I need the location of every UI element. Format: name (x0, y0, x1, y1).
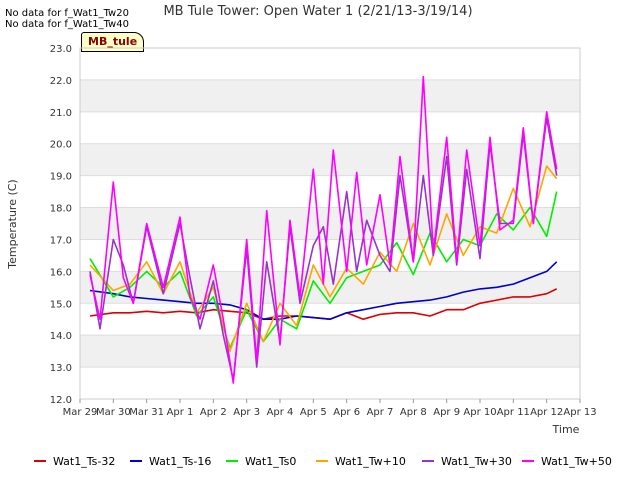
legend-label: Wat1_Ts-16 (149, 455, 211, 468)
site-badge: MB_tule (81, 32, 145, 52)
series-line-Wat1_Tw+30 (89, 117, 558, 381)
y-tick-label: 14.0 (50, 331, 72, 342)
x-tick-label: Apr 13 (563, 407, 596, 418)
y-tick-label: 20.0 (50, 140, 72, 151)
legend-label: Wat1_Tw+50 (541, 455, 612, 468)
legend-label: Wat1_Ts-32 (53, 455, 115, 468)
series-line-Wat1_Tw+50 (89, 75, 558, 384)
y-tick-label: 16.0 (50, 267, 72, 278)
series-line-Wat1_Tw+10 (89, 165, 558, 352)
grid-band (80, 335, 580, 368)
series-lines (89, 75, 558, 384)
legend-label: Wat1_Ts0 (245, 455, 296, 468)
series-line-Wat1_Ts0 (89, 191, 558, 349)
plot-area-border (79, 47, 581, 400)
x-axis-label: Time (552, 423, 580, 436)
y-tick-label: 12.0 (50, 395, 72, 406)
no-data-note-tw40: No data for f_Wat1_Tw40 (5, 19, 129, 30)
grid-lines (80, 47, 580, 400)
x-tick-label: Apr 12 (530, 407, 563, 418)
grid-bands (80, 79, 580, 368)
y-tick-label: 15.0 (50, 299, 72, 310)
x-tick-label: Apr 2 (200, 407, 227, 418)
chart-title: MB Tule Tower: Open Water 1 (2/21/13-3/1… (163, 4, 472, 19)
x-tick-label: Apr 5 (300, 407, 327, 418)
grid-band (80, 79, 580, 112)
x-tick-label: Apr 6 (333, 407, 360, 418)
x-tick-label: Mar 31 (129, 407, 164, 418)
no-data-note-tw20: No data for f_Wat1_Tw20 (5, 8, 129, 19)
x-tick-label: Mar 29 (63, 407, 98, 418)
series-line-Wat1_Ts-16 (89, 261, 558, 321)
y-tick-label: 17.0 (50, 235, 72, 246)
y-tick-label: 19.0 (50, 172, 72, 183)
x-tick-label: Apr 8 (400, 407, 427, 418)
legend-label: Wat1_Tw+30 (441, 455, 512, 468)
y-tick-label: 23.0 (50, 44, 72, 55)
y-tick-label: 13.0 (50, 363, 72, 374)
x-tick-label: Apr 9 (433, 407, 460, 418)
y-tick-label: 22.0 (50, 76, 72, 87)
grid-band (80, 207, 580, 240)
x-tick-label: Apr 10 (463, 407, 496, 418)
y-tick-label: 18.0 (50, 204, 72, 215)
grid-band (80, 143, 580, 176)
x-tick-label: Apr 7 (367, 407, 394, 418)
x-tick-label: Apr 1 (167, 407, 194, 418)
legend: Wat1_Ts-32 Wat1_Ts-16 Wat1_Ts0 Wat1_Tw+10 Wa… (34, 455, 612, 468)
x-tick-label: Apr 11 (497, 407, 530, 418)
y-axis-label: Temperature (C) (6, 179, 19, 269)
x-tick-label: Mar 30 (96, 407, 131, 418)
y-tick-label: 21.0 (50, 108, 72, 119)
legend-label: Wat1_Tw+10 (335, 455, 406, 468)
x-tick-label: Apr 4 (267, 407, 294, 418)
y-axis: 12.0 13.0 14.0 15.0 16.0 17.0 18.0 19.0 20.0 21.0… (50, 44, 72, 406)
x-tick-label: Apr 3 (233, 407, 260, 418)
